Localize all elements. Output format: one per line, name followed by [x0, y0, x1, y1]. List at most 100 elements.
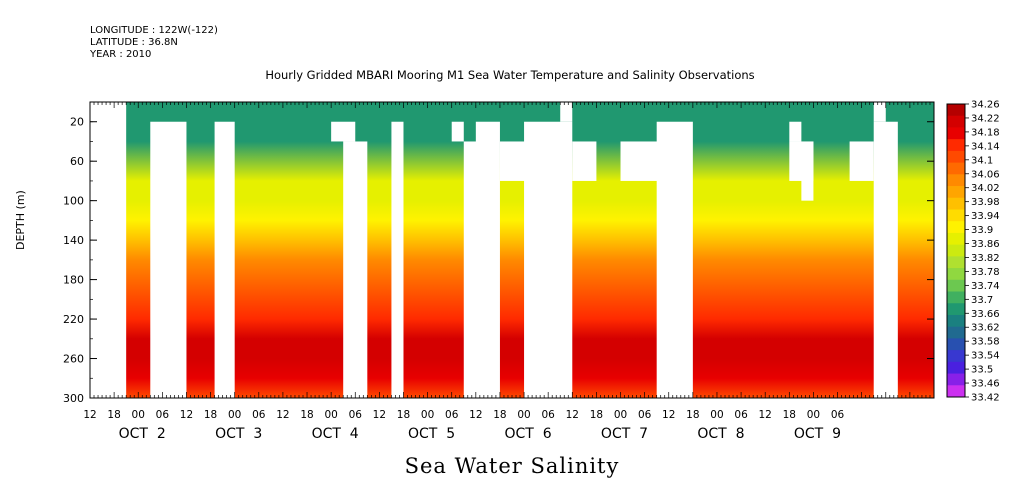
data-gap	[524, 121, 573, 398]
colorbar-swatch	[947, 197, 965, 210]
x-tick-label: 12	[759, 409, 772, 421]
x-day-label: OCT 3	[215, 426, 262, 442]
colorbar-swatch	[947, 186, 965, 199]
colorbar-swatch	[947, 232, 965, 246]
colorbar-swatch	[947, 373, 965, 386]
colorbar-label: 33.5	[971, 365, 993, 376]
y-tick-label: 60	[70, 155, 84, 168]
colorbar-label: 33.46	[971, 379, 1000, 390]
x-day-label: OCT 7	[601, 426, 648, 442]
colorbar-swatch	[947, 162, 965, 175]
x-tick-label: 00	[132, 409, 145, 421]
x-tick-label: 12	[662, 409, 675, 421]
colorbar-label: 33.62	[971, 323, 1000, 334]
data-gap	[572, 141, 597, 181]
y-tick-label: 140	[63, 234, 84, 247]
x-tick-label: 18	[590, 409, 603, 421]
x-tick-label: 12	[566, 409, 579, 421]
header-year: YEAR : 2010	[90, 49, 152, 60]
data-gap	[90, 102, 127, 398]
colorbar-label: 34.02	[971, 183, 1000, 194]
colorbar-label: 34.1	[971, 155, 993, 166]
colorbar-swatch	[947, 279, 965, 293]
x-tick-label: 12	[83, 409, 96, 421]
data-gap	[656, 121, 693, 398]
colorbar-swatch	[947, 385, 965, 398]
colorbar-label: 33.9	[971, 225, 993, 236]
x-tick-label: 12	[180, 409, 193, 421]
x-tick-label: 00	[324, 409, 337, 421]
x-day-label: OCT 2	[119, 426, 166, 442]
x-tick-label: 00	[517, 409, 530, 421]
data-gap	[451, 121, 464, 142]
axes: 20 60 100 140 180 220 260 300 12 18 00 06 12 18 00 06 12…	[63, 101, 935, 442]
data-gap	[560, 102, 573, 122]
x-tick-label: 06	[445, 409, 459, 421]
data-gap	[873, 121, 898, 398]
colorbar-label: 33.58	[971, 337, 1000, 348]
variable-title: Sea Water Salinity	[404, 454, 620, 478]
colorbar-swatch	[947, 303, 965, 316]
colorbar-label: 33.42	[971, 393, 1000, 404]
x-day-label: OCT 4	[312, 426, 359, 442]
colorbar-label: 33.98	[971, 197, 1000, 208]
colorbar: 34.26 34.22 34.18 34.14 34.1 34.06 34.02 33.98 3…	[946, 100, 1000, 404]
x-tick-label: 18	[493, 409, 506, 421]
x-tick-label: 18	[107, 409, 120, 421]
x-tick-label: 18	[204, 409, 217, 421]
colorbar-label: 33.66	[971, 309, 1000, 320]
x-tick-label: 06	[252, 409, 266, 421]
header-longitude: LONGITUDE : 122W(-122)	[90, 25, 218, 36]
colorbar-label: 33.7	[971, 295, 993, 306]
y-tick-label: 100	[63, 195, 84, 208]
x-tick-label: 12	[373, 409, 386, 421]
x-tick-label: 00	[807, 409, 820, 421]
x-day-label: OCT 5	[408, 426, 455, 442]
colorbar-swatch	[947, 139, 965, 152]
x-tick-label: 06	[349, 409, 363, 421]
data-gap	[214, 121, 235, 398]
data-gaps	[90, 102, 898, 398]
data-gap	[331, 121, 356, 142]
colorbar-frame	[946, 103, 966, 398]
colorbar-label: 33.74	[971, 281, 1000, 292]
data-gap	[150, 121, 187, 398]
colorbar-swatch	[947, 361, 965, 375]
y-tick-label: 300	[63, 392, 84, 405]
colorbar-label: 34.22	[971, 113, 1000, 124]
colorbar-swatch	[947, 256, 965, 269]
x-tick-label: 18	[783, 409, 796, 421]
x-tick-label: 06	[541, 409, 555, 421]
x-tick-label: 12	[276, 409, 289, 421]
colorbar-swatch	[947, 291, 965, 304]
x-tick-label: 00	[614, 409, 627, 421]
colorbar-label: 33.86	[971, 239, 1000, 250]
colorbar-label: 34.26	[971, 100, 1000, 111]
colorbar-swatch	[947, 221, 965, 234]
colorbar-label: 33.78	[971, 267, 1000, 278]
colorbar-swatch	[947, 127, 965, 140]
x-tick-label: 00	[710, 409, 723, 421]
colorbar-swatch	[947, 268, 965, 281]
colorbar-label: 33.94	[971, 211, 1000, 222]
data-gap	[873, 102, 886, 122]
colorbar-swatch	[947, 115, 965, 128]
x-tick-label: 18	[300, 409, 313, 421]
data-gap	[475, 121, 500, 398]
data-gap	[391, 121, 404, 398]
x-tick-label: 06	[638, 409, 652, 421]
data-gap	[801, 141, 814, 201]
colorbar-swatch	[947, 244, 965, 257]
chart-title: Hourly Gridded MBARI Mooring M1 Sea Wate…	[265, 68, 755, 82]
colorbar-swatch	[947, 350, 965, 363]
colorbar-swatch	[947, 174, 965, 187]
colorbar-label: 33.82	[971, 253, 1000, 264]
x-day-label: OCT 8	[697, 426, 744, 442]
colorbar-swatch	[947, 209, 965, 222]
colorbar-swatch	[947, 326, 965, 339]
data-gap	[849, 141, 874, 181]
y-tick-label: 180	[63, 274, 84, 287]
colorbar-label: 34.06	[971, 169, 1000, 180]
x-tick-label: 06	[156, 409, 170, 421]
colorbar-swatch	[947, 338, 965, 351]
